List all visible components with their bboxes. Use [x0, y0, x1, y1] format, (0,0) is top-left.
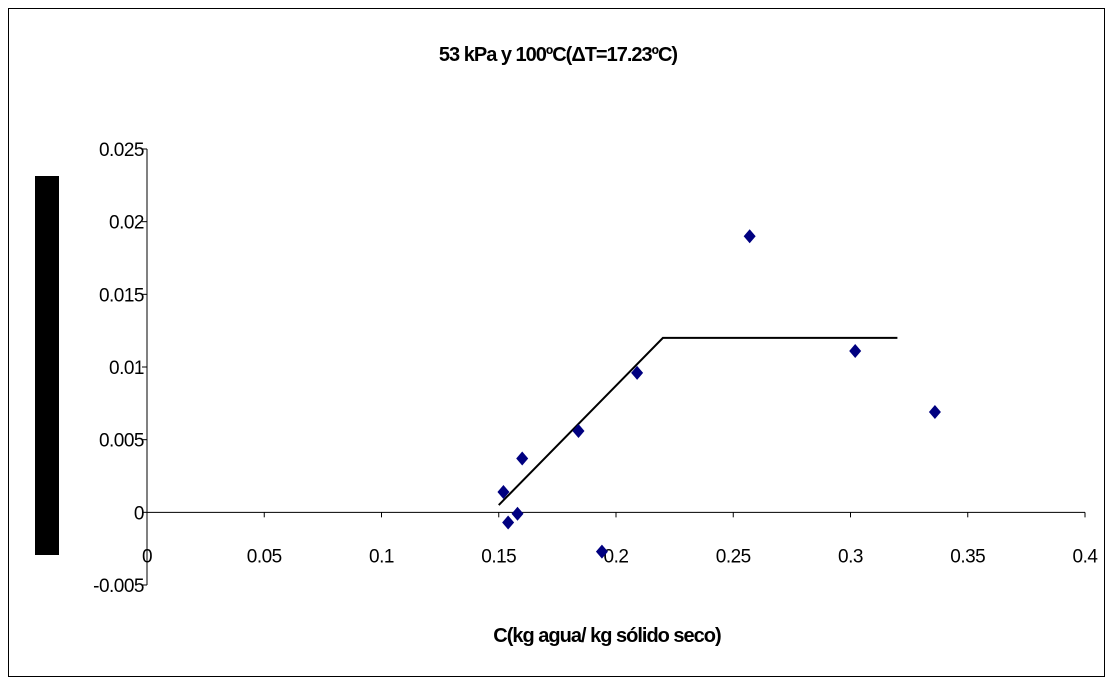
data-point — [743, 229, 756, 244]
data-point — [849, 344, 862, 359]
fit-line — [498, 336, 898, 506]
data-point — [631, 365, 644, 380]
y-tick-label: 0 — [134, 503, 144, 524]
axes: -0.005 0 0.005 0.01 0.015 0.02 0.025 0 0.05 0.1 0.… — [93, 140, 1099, 597]
data-point — [516, 451, 529, 466]
redacted-y-axis-label — [35, 176, 59, 555]
x-tick-label: 0.25 — [716, 546, 751, 567]
fit-line-group — [498, 336, 898, 506]
x-tick-label: 0.1 — [369, 546, 394, 567]
data-point — [502, 515, 515, 530]
chart-title: 53 kPa y 100ºC(ΔT=17.23ºC) — [439, 44, 677, 66]
y-tick-label: 0.005 — [99, 431, 144, 452]
x-tick-label: 0.2 — [604, 546, 629, 567]
y-tick-label: -0.005 — [93, 576, 144, 597]
x-tick-label: 0.4 — [1073, 546, 1099, 567]
x-axis-label: C(kg agua/ kg sólido seco) — [493, 625, 721, 647]
data-points — [497, 229, 941, 559]
x-tick-label: 0.05 — [247, 546, 282, 567]
y-tick-label: 0.015 — [99, 285, 144, 306]
x-tick-label: 0.3 — [838, 546, 863, 567]
y-tick-label: 0.025 — [99, 140, 144, 161]
data-point — [928, 405, 941, 420]
data-point — [572, 423, 585, 438]
x-tick-label: 0.35 — [950, 546, 985, 567]
data-point — [511, 506, 524, 521]
data-point — [595, 544, 608, 559]
y-tick-label: 0.02 — [109, 213, 144, 234]
x-tick-label: 0 — [142, 546, 152, 567]
data-point — [497, 484, 510, 499]
y-tick-label: 0.01 — [109, 358, 144, 379]
x-tick-label: 0.15 — [481, 546, 516, 567]
chart-frame — [8, 8, 1105, 677]
